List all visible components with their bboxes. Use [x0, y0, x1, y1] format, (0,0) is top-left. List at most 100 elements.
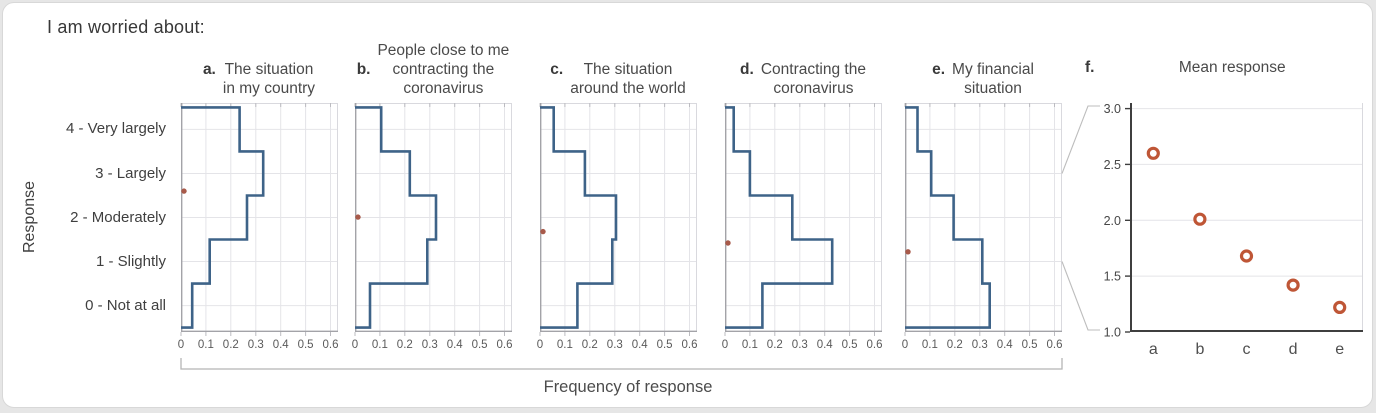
x-axis-title: Frequency of response [543, 378, 713, 396]
histogram-svg-c: 0 0.1 0.2 0.3 0.4 0.5 0.6 [537, 103, 698, 351]
panel-title-e: e. My financial situation [883, 60, 1083, 98]
x-tick-label: 0 [178, 339, 184, 351]
panel-letter-e: e. [932, 61, 946, 78]
histogram-svg-d: 0 0.1 0.2 0.3 0.4 0.5 0.6 [722, 103, 883, 351]
x-tick-label: 0.6 [867, 339, 883, 351]
data-point-a [1146, 146, 1160, 160]
x-tick-label: 0.4 [997, 339, 1014, 351]
x-tick-label: 0.2 [947, 339, 963, 351]
x-category-label: b [1195, 341, 1204, 358]
x-tick-label: 0.1 [742, 339, 758, 351]
x-category-label: a [1149, 341, 1158, 358]
x-tick-label: 0.1 [372, 339, 388, 351]
step-histogram-line [540, 106, 618, 329]
step-histogram-line [725, 106, 834, 329]
y-category-label: 2 - Moderately [70, 208, 166, 226]
x-category-label: d [1289, 341, 1298, 358]
x-tick-label: 0 [722, 339, 728, 351]
x-tick-label: 0.3 [972, 339, 988, 351]
panel-title-f: f. Mean response [1085, 58, 1363, 77]
x-tick-label: 0.4 [273, 339, 290, 351]
x-tick-label: 0.3 [607, 339, 623, 351]
x-tick-label: 0.1 [557, 339, 573, 351]
panel-letter-d: d. [740, 61, 754, 78]
panel-title-text-f: Mean response [1178, 59, 1286, 76]
zoom-connector-bottom [1061, 261, 1100, 331]
x-axis-bracket [180, 358, 1063, 370]
y-category-label: 1 - Slightly [95, 252, 166, 270]
y-tick-label: 2.5 [1104, 158, 1121, 172]
panel-title-d: d. Contracting the coronavirus [703, 60, 903, 98]
y-axis-tick-labels: 4 - Very largely 3 - Largely 2 - Moderatel… [3, 103, 173, 332]
x-tick-label: 0.4 [447, 339, 464, 351]
x-tick-label: 0.6 [497, 339, 513, 351]
y-tick-label: 1.0 [1104, 326, 1121, 340]
histogram-panel-c: 0 0.1 0.2 0.3 0.4 0.5 0.6 [537, 103, 698, 354]
x-tick-label: 0.5 [298, 339, 314, 351]
x-tick-label: 0.5 [472, 339, 488, 351]
x-tick-label: 0.6 [1047, 339, 1063, 351]
x-tick-label: 0.3 [422, 339, 438, 351]
x-tick-label: 0.1 [922, 339, 938, 351]
mean-marker-dot [355, 214, 361, 220]
figure-title: I am worried about: [47, 17, 205, 37]
y-tick-label: 3.0 [1104, 102, 1121, 116]
mean-marker-dot [905, 249, 911, 255]
panel-title-text-e: My financial situation [952, 61, 1034, 97]
step-histogram-line [905, 106, 991, 329]
x-tick-label: 0.3 [248, 339, 264, 351]
x-tick-label: 0.5 [1022, 339, 1038, 351]
x-tick-label: 0.3 [792, 339, 808, 351]
panel-title-a: a. The situation in my country [153, 60, 365, 98]
histogram-panel-b: 0 0.1 0.2 0.3 0.4 0.5 0.6 [352, 103, 513, 354]
x-tick-label: 0 [537, 339, 543, 351]
histogram-panel-a: 0 0.1 0.2 0.3 0.4 0.5 0.6 [178, 103, 339, 354]
y-category-label: 4 - Very largely [65, 120, 166, 138]
histogram-svg-e: 0 0.1 0.2 0.3 0.4 0.5 0.6 [902, 103, 1063, 351]
mean-marker-dot [540, 228, 546, 235]
mean-marker-dot [725, 240, 731, 246]
panel-title-c: c. The situation around the world [518, 60, 718, 98]
x-tick-label: 0.2 [767, 339, 783, 351]
data-point-d [1286, 278, 1300, 292]
step-histogram-line [181, 106, 265, 329]
data-point-c [1239, 249, 1254, 263]
histogram-svg-b: 0 0.1 0.2 0.3 0.4 0.5 0.6 [352, 103, 513, 351]
histogram-svg-a: 0 0.1 0.2 0.3 0.4 0.5 0.6 [178, 103, 339, 351]
data-point-b [1193, 212, 1207, 226]
scatter-svg-f: 1.0 1.5 2.0 2.5 3.0 a b c d e [1104, 102, 1363, 358]
scatter-panel-f: 1.0 1.5 2.0 2.5 3.0 a b c d e [1104, 102, 1363, 362]
panel-title-text-c: The situation around the world [570, 61, 686, 97]
panel-letter-a: a. [202, 61, 216, 78]
x-tick-label: 0.6 [682, 339, 698, 351]
x-category-label: e [1335, 341, 1344, 358]
x-tick-label: 0.5 [657, 339, 673, 351]
data-point-e [1333, 300, 1347, 314]
x-tick-label: 0.5 [842, 339, 858, 351]
x-tick-label: 0.2 [223, 339, 239, 351]
zoom-connector-top [1061, 105, 1100, 174]
step-histogram-line [355, 106, 438, 329]
x-tick-label: 0 [352, 339, 358, 351]
x-tick-label: 0.4 [632, 339, 649, 351]
x-tick-label: 0.2 [582, 339, 598, 351]
y-category-label: 0 - Not at all [85, 296, 166, 314]
x-category-label: c [1243, 341, 1251, 358]
panel-title-text-a: The situation in my country [222, 61, 316, 97]
y-tick-label: 1.5 [1104, 270, 1121, 284]
panel-title-b: b. People close to me contracting the co… [333, 41, 533, 98]
panel-letter-b: b. [356, 61, 371, 78]
histogram-panel-e: 0 0.1 0.2 0.3 0.4 0.5 0.6 [902, 103, 1063, 354]
panel-title-text-d: Contracting the coronavirus [760, 61, 866, 97]
x-tick-label: 0.4 [817, 339, 834, 351]
figure-card: I am worried about: Response 4 - Very la… [2, 2, 1373, 408]
panel-letter-c: c. [550, 61, 564, 78]
mean-marker-dot [181, 188, 187, 194]
y-tick-label: 2.0 [1104, 214, 1121, 228]
x-tick-label: 0 [902, 339, 908, 351]
x-tick-label: 0.2 [397, 339, 413, 351]
y-category-label: 3 - Largely [95, 164, 166, 182]
panel-title-text-b: People close to me contracting the coron… [377, 42, 510, 97]
x-tick-label: 0.6 [323, 339, 339, 351]
